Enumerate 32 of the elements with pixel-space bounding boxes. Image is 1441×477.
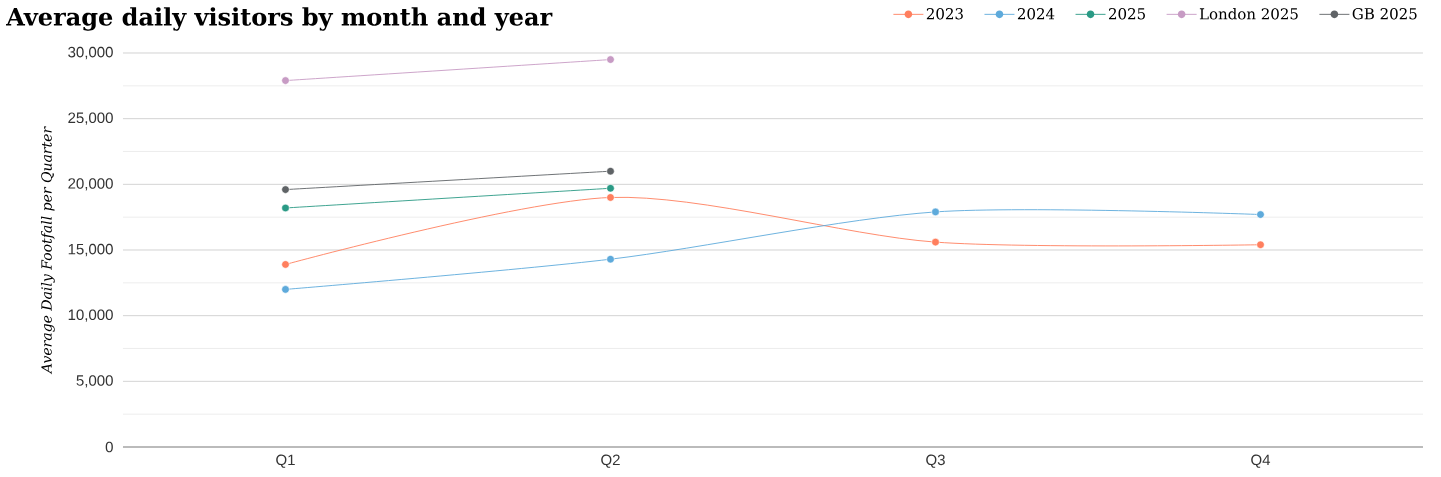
- y-axis-title: Average Daily Footfall per Quarter: [40, 126, 55, 375]
- point: [1256, 240, 1265, 249]
- point: [281, 203, 290, 213]
- y-tick-label: 20,000: [68, 178, 113, 191]
- point: [606, 193, 615, 202]
- point: [281, 260, 290, 269]
- chart-title: Average daily visitors by month and year: [6, 7, 553, 31]
- point: [281, 185, 290, 194]
- x-tick-label: Q1: [276, 454, 295, 468]
- point: [606, 255, 615, 264]
- legend-label: 2024: [1017, 8, 1055, 20]
- point: [281, 76, 290, 85]
- y-tick-label: 5,000: [76, 375, 113, 388]
- point: [606, 167, 615, 176]
- x-tick-label: Q3: [926, 454, 945, 468]
- y-tick-label: 15,000: [68, 243, 113, 257]
- point: [931, 238, 940, 247]
- point: [281, 285, 290, 294]
- point: [1256, 210, 1265, 219]
- x-tick-label: Q4: [1251, 454, 1271, 468]
- legend-label: London 2025: [1199, 7, 1298, 20]
- point: [606, 184, 615, 193]
- point: [931, 207, 940, 217]
- legend-label: GB 2025: [1352, 8, 1417, 20]
- y-tick-label: 0: [105, 441, 113, 453]
- y-tick-label: 30,000: [68, 46, 113, 60]
- y-tick-label: 10,000: [68, 309, 113, 322]
- point: [606, 55, 615, 64]
- x-tick-label: Q2: [601, 454, 620, 468]
- y-tick-label: 25,000: [68, 112, 113, 125]
- legend-label: 2023: [926, 8, 963, 20]
- legend-label: 2025: [1109, 8, 1145, 20]
